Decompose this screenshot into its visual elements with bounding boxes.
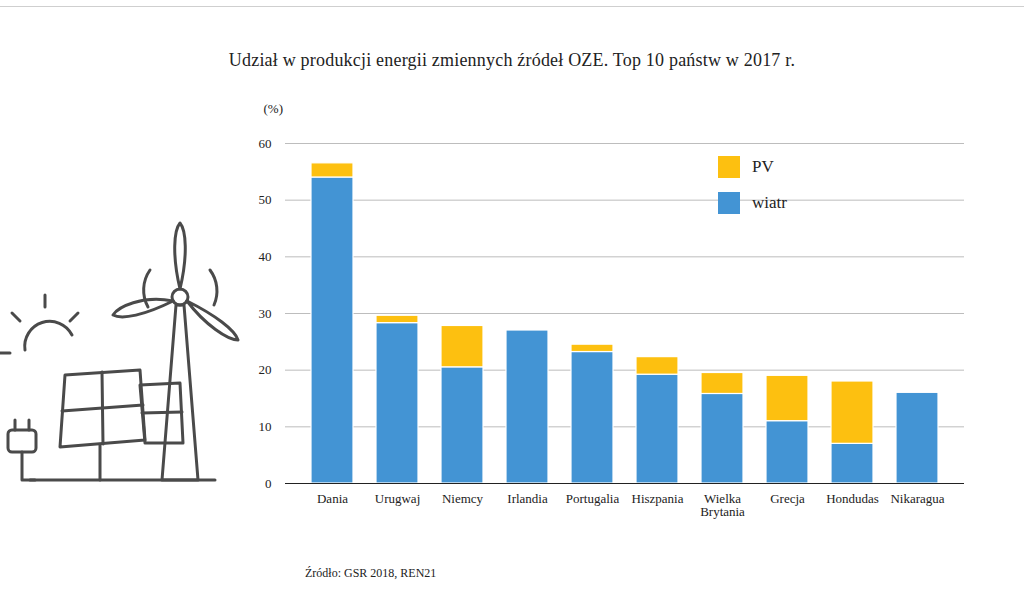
html-text:Udział w produkcji energii zmi: Udział w produkcji energii zmiennych źró…	[228, 50, 796, 70]
svg-text:Hiszpania: Hiszpania	[632, 491, 684, 506]
svg-text:Nikaragua: Nikaragua	[890, 491, 944, 506]
svg-text:(%): (%)	[264, 101, 284, 116]
html-text:wiatr: wiatr	[752, 193, 787, 212]
html-text:PV: PV	[752, 157, 774, 176]
svg-text:WielkaBrytania: WielkaBrytania	[700, 491, 745, 519]
svg-text:Irlandia: Irlandia	[507, 491, 548, 506]
svg-text:0: 0	[265, 476, 272, 491]
svg-text:20: 20	[259, 362, 272, 377]
svg-text:50: 50	[259, 192, 272, 207]
svg-text:Hondudas: Hondudas	[826, 491, 879, 506]
svg-text:60: 60	[259, 136, 272, 151]
svg-text:Portugalia: Portugalia	[566, 491, 620, 506]
svg-text:Niemcy: Niemcy	[442, 491, 484, 506]
svg-text:10: 10	[259, 419, 272, 434]
html-text:Źródło: GSR 2018, REN21: Źródło: GSR 2018, REN21	[305, 566, 437, 580]
svg-text:30: 30	[259, 306, 272, 321]
svg-text:40: 40	[259, 249, 272, 264]
svg-text:Urugwaj: Urugwaj	[375, 491, 421, 506]
svg-text:Dania: Dania	[317, 491, 348, 506]
svg-text:Grecja: Grecja	[770, 491, 805, 506]
